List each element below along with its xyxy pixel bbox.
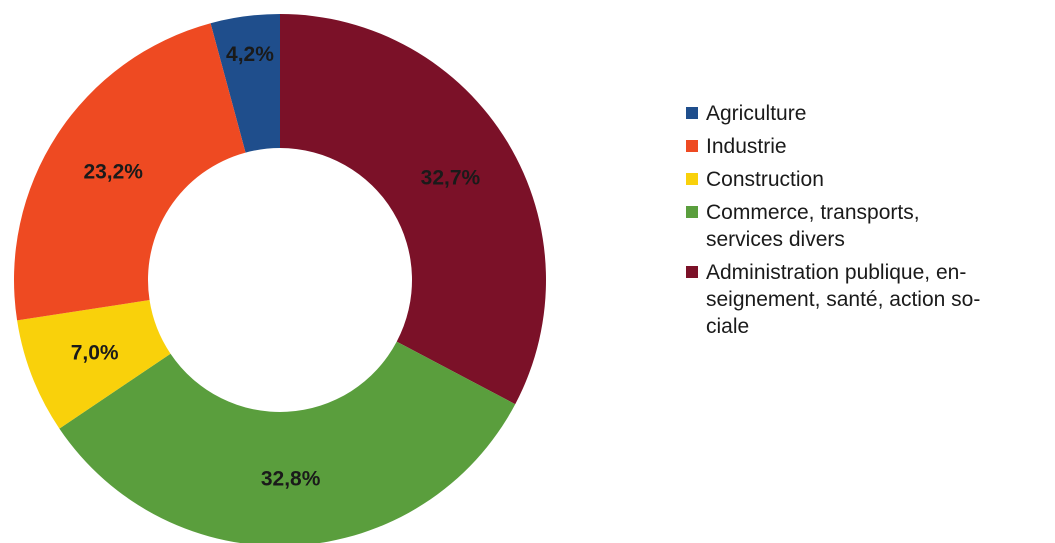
legend-swatch-agriculture: [686, 107, 698, 119]
legend-item-agriculture: Agriculture: [686, 100, 1046, 127]
legend-item-administration: Administration publique, en- seignement,…: [686, 259, 1046, 340]
legend-item-commerce: Commerce, transports, services divers: [686, 199, 1046, 253]
slice-label-agriculture: 4,2%: [226, 43, 274, 66]
legend-swatch-commerce: [686, 206, 698, 218]
donut-slice-commerce: [59, 341, 516, 543]
slice-label-administration-publique: 32,7%: [421, 166, 481, 189]
legend-swatch-construction: [686, 173, 698, 185]
slice-label-construction: 7,0%: [71, 341, 119, 364]
chart-legend: Agriculture Industrie Construction Comme…: [686, 100, 1046, 346]
legend-label-industrie: Industrie: [706, 135, 787, 158]
donut-slice-construction: [17, 300, 171, 429]
legend-item-industrie: Industrie: [686, 133, 1046, 160]
legend-label-commerce: Commerce, transports, services divers: [706, 201, 920, 251]
legend-label-construction: Construction: [706, 168, 824, 191]
donut-slice-agriculture: [210, 14, 280, 153]
legend-swatch-administration: [686, 266, 698, 278]
legend-swatch-industrie: [686, 140, 698, 152]
donut-slices: [13, 14, 546, 543]
slice-label-industrie: 23,2%: [83, 160, 143, 183]
legend-item-construction: Construction: [686, 166, 1046, 193]
slice-label-commerce: 32,8%: [261, 468, 321, 491]
donut-slice-industrie: [13, 23, 246, 321]
legend-label-agriculture: Agriculture: [706, 102, 807, 125]
legend-label-administration: Administration publique, en- seignement,…: [706, 261, 981, 338]
donut-labels: 4,2% 32,7% 32,8% 7,0% 23,2%: [71, 43, 481, 491]
donut-slice-administration-publique: [280, 14, 546, 405]
